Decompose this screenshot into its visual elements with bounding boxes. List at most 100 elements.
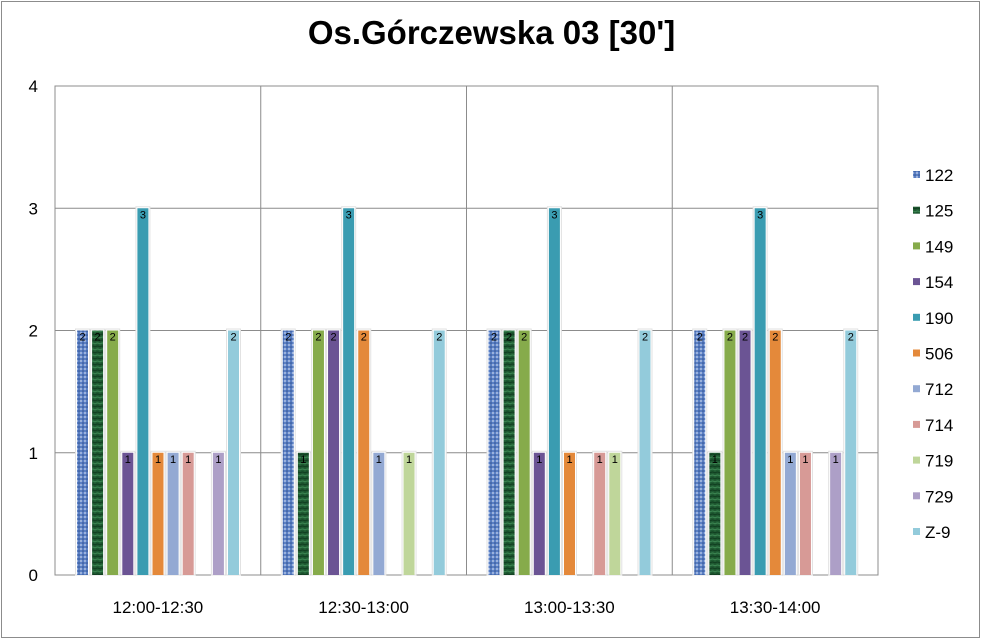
bar-712-1 (167, 452, 179, 575)
data-label-506-4: 2 (772, 332, 778, 344)
legend-swatch-190 (913, 313, 920, 321)
legend-label-125: 125 (925, 202, 953, 221)
data-label-719-2: 1 (406, 454, 412, 466)
bar-Z-9-1 (228, 330, 239, 575)
legend-label-712: 712 (925, 380, 953, 399)
data-label-149-1: 2 (110, 332, 116, 344)
bar-506-4 (769, 330, 781, 575)
bar-125-3 (503, 330, 515, 575)
bar-Z-9-2 (433, 330, 445, 575)
data-label-506-3: 1 (566, 454, 572, 466)
bar-190-4 (754, 208, 766, 575)
data-label-712-2: 1 (376, 454, 382, 466)
y-tick-label-4: 4 (29, 77, 38, 96)
legend-label-506: 506 (925, 345, 953, 364)
bar-154-3 (533, 452, 545, 575)
y-tick-label-1: 1 (29, 444, 38, 463)
legend-label-154: 154 (925, 273, 953, 292)
bar-149-4 (724, 330, 736, 575)
data-label-Z-9-4: 2 (848, 332, 854, 344)
bar-154-4 (739, 330, 751, 575)
data-label-190-2: 3 (346, 209, 352, 221)
bar-122-3 (488, 330, 500, 575)
bar-719-3 (609, 452, 621, 575)
data-label-149-2: 2 (315, 332, 321, 344)
data-label-729-1: 1 (215, 454, 221, 466)
bar-506-3 (564, 452, 575, 575)
bar-729-4 (830, 452, 842, 575)
data-label-154-3: 1 (536, 454, 542, 466)
bar-Z-9-4 (845, 330, 857, 575)
data-label-714-4: 1 (802, 454, 808, 466)
data-label-154-4: 2 (742, 332, 748, 344)
bar-190-2 (343, 208, 355, 575)
data-label-122-4: 2 (697, 332, 703, 344)
bar-149-2 (312, 330, 324, 575)
data-label-125-3: 2 (506, 332, 512, 344)
legend-swatch-Z-9 (913, 528, 920, 535)
data-label-122-1: 2 (79, 332, 85, 344)
y-tick-label-2: 2 (29, 322, 38, 341)
bar-506-1 (152, 452, 164, 575)
bar-154-1 (122, 452, 134, 575)
bar-714-3 (594, 452, 606, 575)
data-label-190-3: 3 (551, 209, 557, 221)
data-label-714-3: 1 (597, 454, 603, 466)
bar-712-4 (784, 452, 796, 575)
data-label-149-4: 2 (727, 332, 733, 344)
data-label-149-3: 2 (521, 332, 527, 344)
legend-swatch-712 (913, 385, 920, 393)
legend-label-190: 190 (925, 309, 953, 328)
bar-154-2 (328, 330, 340, 575)
data-label-Z-9-2: 2 (436, 332, 442, 344)
bar-719-2 (403, 452, 415, 575)
x-tick-label-4: 13:30-14:00 (730, 598, 821, 617)
legend-swatch-719 (913, 456, 920, 464)
x-tick-label-2: 12:30-13:00 (318, 598, 409, 617)
data-label-714-1: 1 (185, 454, 191, 466)
bar-190-3 (548, 208, 560, 575)
legend-swatch-729 (913, 492, 920, 500)
bar-506-2 (358, 330, 370, 575)
x-tick-label-3: 13:00-13:30 (524, 598, 615, 617)
data-label-719-3: 1 (612, 454, 618, 466)
y-tick-label-3: 3 (29, 199, 38, 218)
bar-122-4 (694, 330, 706, 575)
chart-title: Os.Górczewska 03 [30'] (307, 14, 676, 51)
legend-swatch-714 (913, 420, 920, 428)
legend-label-719: 719 (925, 452, 953, 471)
data-label-190-4: 3 (757, 209, 763, 221)
y-tick-label-0: 0 (29, 566, 38, 585)
data-label-122-3: 2 (491, 332, 497, 344)
legend-label-122: 122 (925, 166, 953, 185)
bar-122-1 (77, 330, 88, 575)
bar-712-2 (373, 452, 385, 575)
data-label-125-1: 2 (95, 332, 101, 344)
bar-125-4 (709, 452, 721, 575)
legend-swatch-506 (913, 349, 920, 357)
bar-149-1 (107, 330, 119, 575)
data-label-712-1: 1 (170, 454, 176, 466)
bar-714-1 (182, 452, 194, 575)
bar-729-1 (212, 452, 224, 575)
legend-label-729: 729 (925, 487, 953, 506)
bar-125-2 (297, 452, 309, 575)
data-label-506-2: 2 (361, 332, 367, 344)
bar-149-3 (518, 330, 530, 575)
data-label-Z-9-3: 2 (642, 332, 648, 344)
data-label-122-2: 2 (285, 332, 291, 344)
legend-swatch-125 (913, 206, 920, 214)
data-label-712-4: 1 (787, 454, 793, 466)
legend-swatch-122 (913, 171, 920, 178)
data-label-125-2: 1 (300, 454, 306, 466)
bar-714-4 (799, 452, 811, 575)
bar-Z-9-3 (639, 330, 651, 575)
data-label-154-1: 1 (125, 454, 131, 466)
bar-122-2 (282, 330, 294, 575)
legend-swatch-154 (913, 278, 920, 286)
legend-swatch-149 (913, 242, 920, 250)
data-label-Z-9-1: 2 (230, 332, 236, 344)
x-tick-label-1: 12:00-12:30 (113, 598, 204, 617)
data-label-154-2: 2 (330, 332, 336, 344)
